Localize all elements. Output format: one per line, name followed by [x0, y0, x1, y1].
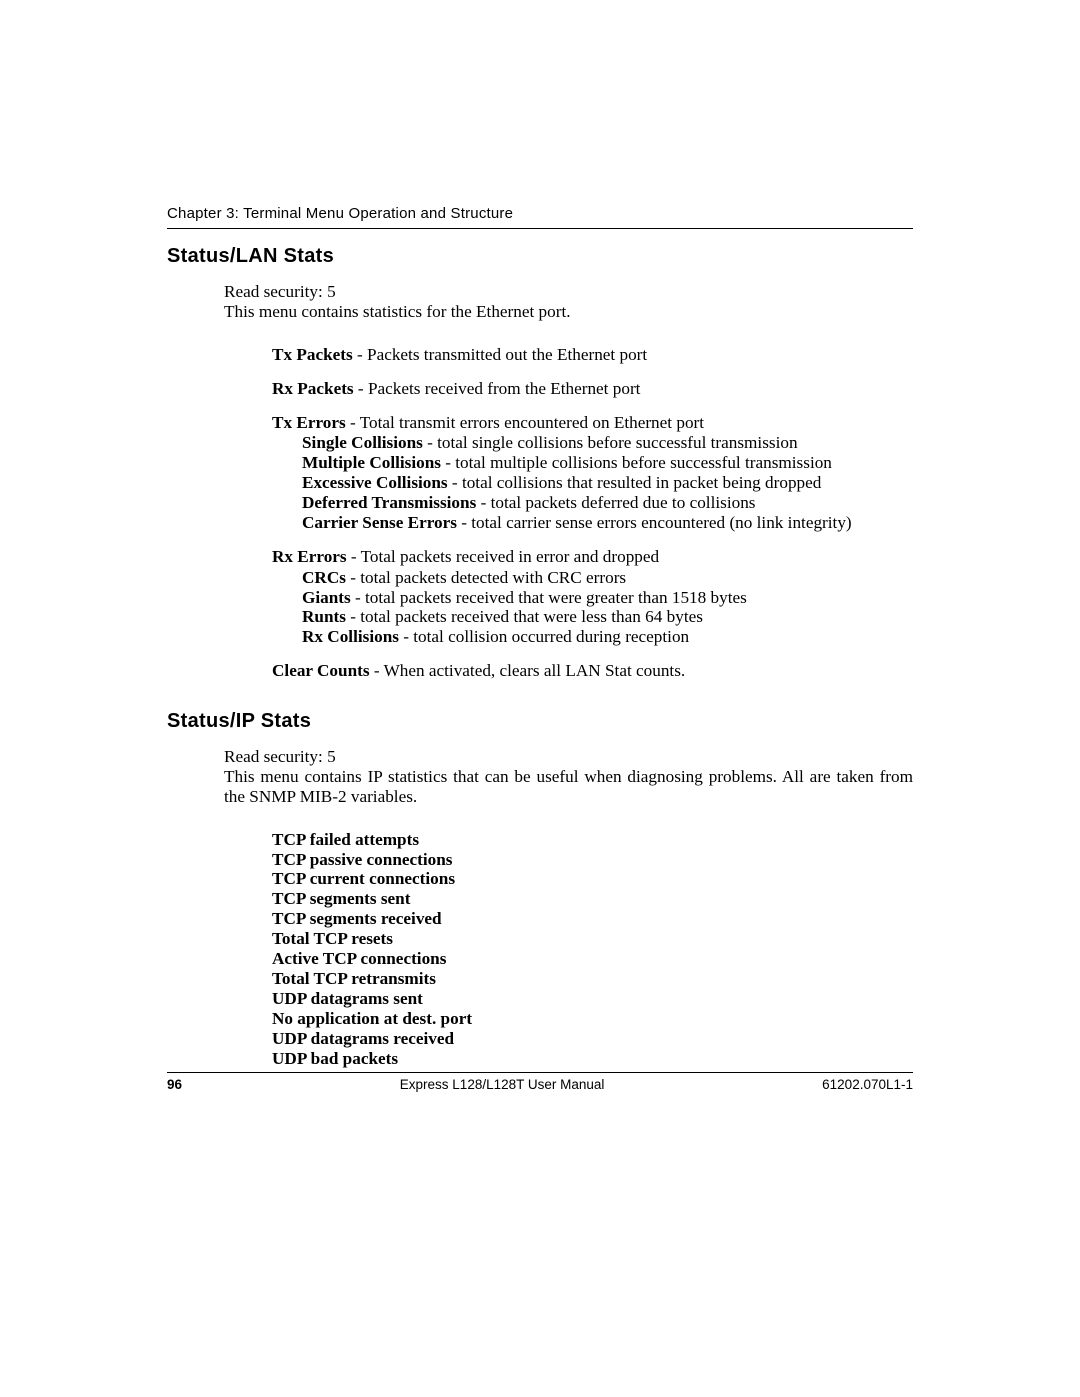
desc: - Total packets received in error and dr… [347, 547, 660, 566]
def-rx-packets: Rx Packets - Packets received from the E… [272, 379, 913, 399]
sub-giants: Giants - total packets received that wer… [302, 588, 913, 608]
footer-doc-number: 61202.070L1-1 [822, 1077, 913, 1092]
footer-page-number: 96 [167, 1077, 182, 1092]
label: CRCs [302, 568, 346, 587]
footer-manual-title: Express L128/L128T User Manual [182, 1077, 822, 1092]
section-title-lan: Status/LAN Stats [167, 245, 913, 268]
ip-stat-item: Total TCP retransmits [272, 969, 913, 989]
lan-def-list: Tx Packets - Packets transmitted out the… [272, 345, 913, 682]
footer-row: 96 Express L128/L128T User Manual 61202.… [167, 1077, 913, 1092]
ip-stat-item: TCP segments sent [272, 889, 913, 909]
page: Chapter 3: Terminal Menu Operation and S… [0, 0, 1080, 1397]
def-rx-errors: Rx Errors - Total packets received in er… [272, 547, 913, 647]
page-footer: 96 Express L128/L128T User Manual 61202.… [167, 1072, 913, 1092]
desc: - total packets detected with CRC errors [346, 568, 626, 587]
label: Tx Packets [272, 345, 353, 364]
def-tx-errors: Tx Errors - Total transmit errors encoun… [272, 413, 913, 533]
ip-stat-item: No application at dest. port [272, 1009, 913, 1029]
sub-deferred: Deferred Transmissions - total packets d… [302, 493, 913, 513]
desc: - total collisions that resulted in pack… [448, 473, 822, 492]
sub-carrier: Carrier Sense Errors - total carrier sen… [302, 513, 913, 533]
label: Clear Counts [272, 661, 370, 680]
label: Excessive Collisions [302, 473, 448, 492]
def-tx-packets: Tx Packets - Packets transmitted out the… [272, 345, 913, 365]
ip-stat-item: TCP passive connections [272, 850, 913, 870]
ip-read-security: Read security: 5 [224, 747, 913, 767]
ip-stat-item: UDP datagrams received [272, 1029, 913, 1049]
desc: - total single collisions before success… [423, 433, 798, 452]
label: Tx Errors [272, 413, 346, 432]
sub-single: Single Collisions - total single collisi… [302, 433, 913, 453]
section-title-ip: Status/IP Stats [167, 710, 913, 733]
def-clear-counts: Clear Counts - When activated, clears al… [272, 661, 913, 681]
sub-rxcol: Rx Collisions - total collision occurred… [302, 627, 913, 647]
label: Rx Packets [272, 379, 354, 398]
ip-stat-list: TCP failed attempts TCP passive connecti… [272, 830, 913, 1069]
desc: - Packets received from the Ethernet por… [354, 379, 641, 398]
desc: - total packets received that were great… [351, 588, 747, 607]
ip-stat-item: TCP segments received [272, 909, 913, 929]
ip-stat-item: Total TCP resets [272, 929, 913, 949]
label: Giants [302, 588, 351, 607]
rx-errors-sublist: CRCs - total packets detected with CRC e… [302, 568, 913, 648]
sub-crcs: CRCs - total packets detected with CRC e… [302, 568, 913, 588]
footer-rule [167, 1072, 913, 1073]
header-rule [167, 228, 913, 229]
chapter-header: Chapter 3: Terminal Menu Operation and S… [167, 205, 913, 222]
ip-intro-text: This menu contains IP statistics that ca… [224, 767, 913, 808]
ip-stat-item: UDP datagrams sent [272, 989, 913, 1009]
ip-stat-item: TCP failed attempts [272, 830, 913, 850]
label: Multiple Collisions [302, 453, 441, 472]
ip-stat-item: UDP bad packets [272, 1049, 913, 1069]
lan-intro-text: This menu contains statistics for the Et… [224, 302, 913, 322]
label: Rx Collisions [302, 627, 399, 646]
lan-intro: Read security: 5 This menu contains stat… [224, 282, 913, 323]
ip-stat-item: TCP current connections [272, 869, 913, 889]
sub-multiple: Multiple Collisions - total multiple col… [302, 453, 913, 473]
sub-runts: Runts - total packets received that were… [302, 607, 913, 627]
ip-intro: Read security: 5 This menu contains IP s… [224, 747, 913, 808]
desc: - Packets transmitted out the Ethernet p… [353, 345, 648, 364]
label: Carrier Sense Errors [302, 513, 457, 532]
label: Rx Errors [272, 547, 347, 566]
label: Single Collisions [302, 433, 423, 452]
lan-block: Read security: 5 This menu contains stat… [224, 282, 913, 682]
desc: - total multiple collisions before succe… [441, 453, 832, 472]
tx-errors-sublist: Single Collisions - total single collisi… [302, 433, 913, 533]
sub-excessive: Excessive Collisions - total collisions … [302, 473, 913, 493]
desc: - total packets deferred due to collisio… [476, 493, 755, 512]
desc: - total packets received that were less … [346, 607, 703, 626]
ip-stat-item: Active TCP connections [272, 949, 913, 969]
desc: - total carrier sense errors encountered… [457, 513, 852, 532]
desc: - When activated, clears all LAN Stat co… [370, 661, 686, 680]
ip-block: Read security: 5 This menu contains IP s… [224, 747, 913, 1069]
desc: - Total transmit errors encountered on E… [346, 413, 704, 432]
label: Runts [302, 607, 346, 626]
label: Deferred Transmissions [302, 493, 476, 512]
lan-read-security: Read security: 5 [224, 282, 913, 302]
desc: - total collision occurred during recept… [399, 627, 689, 646]
